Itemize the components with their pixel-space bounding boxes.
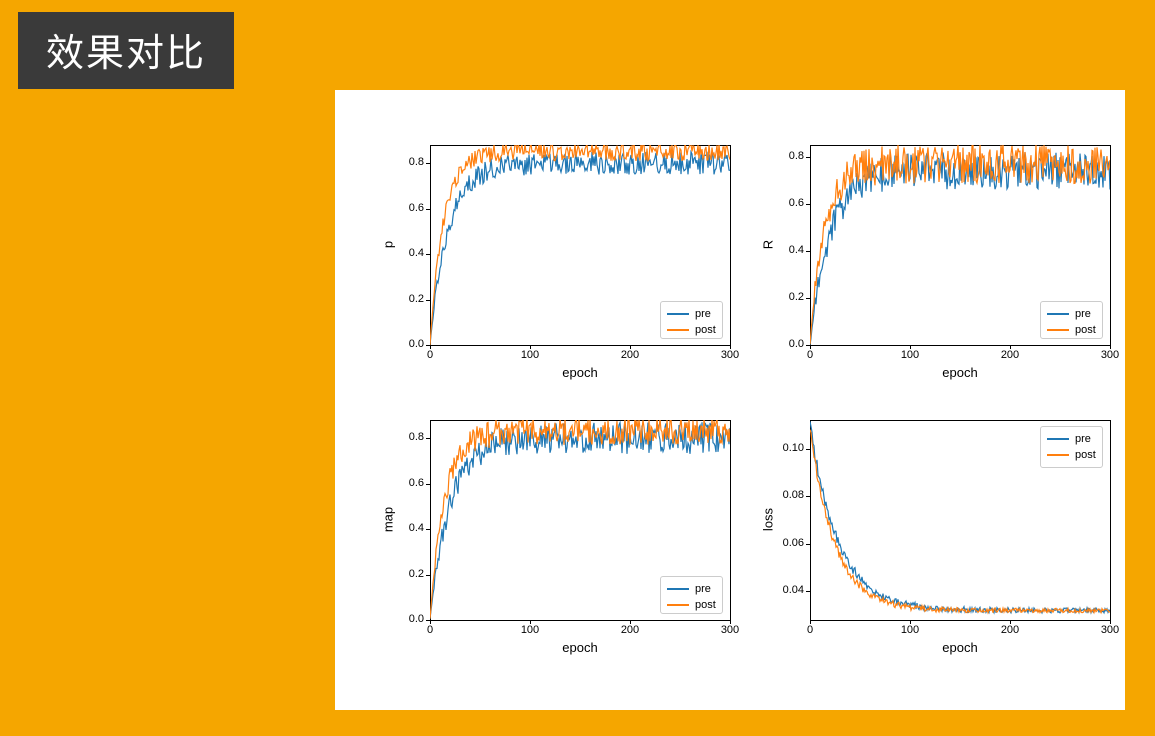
legend-row-post: post [1047, 447, 1096, 463]
legend-swatch-pre [1047, 313, 1069, 315]
xtick-mark [910, 620, 911, 624]
chart-panel: 0.00.20.40.60.80100200300pepochprepost 0.… [335, 90, 1125, 710]
legend-label-pre: pre [695, 581, 711, 597]
xtick-mark [810, 620, 811, 624]
legend-label-post: post [1075, 322, 1096, 338]
legend: prepost [660, 301, 723, 339]
subplot-map: 0.00.20.40.60.80100200300mapepochprepost [430, 420, 730, 620]
xtick-label: 100 [510, 349, 550, 361]
xtick-label: 100 [890, 624, 930, 636]
legend-label-pre: pre [695, 306, 711, 322]
legend-row-pre: pre [667, 306, 716, 322]
xtick-label: 200 [990, 349, 1030, 361]
ytick-label: 0.2 [384, 568, 424, 580]
xtick-label: 100 [510, 624, 550, 636]
xlabel: epoch [550, 640, 610, 655]
ytick-label: 0.8 [764, 150, 804, 162]
legend-row-post: post [667, 322, 716, 338]
legend-swatch-pre [667, 313, 689, 315]
legend: prepost [1040, 426, 1103, 468]
xlabel: epoch [550, 365, 610, 380]
title-box: 效果对比 [18, 12, 234, 89]
xtick-mark [810, 345, 811, 349]
ytick-label: 0.8 [384, 431, 424, 443]
xlabel: epoch [930, 365, 990, 380]
subplot-R: 0.00.20.40.60.80100200300Repochprepost [810, 145, 1110, 345]
xtick-mark [530, 620, 531, 624]
legend: prepost [660, 576, 723, 614]
xtick-mark [730, 620, 731, 624]
xtick-mark [430, 620, 431, 624]
legend-label-pre: pre [1075, 431, 1091, 447]
xtick-mark [1110, 345, 1111, 349]
legend-row-pre: pre [1047, 306, 1096, 322]
legend-row-pre: pre [667, 581, 716, 597]
xtick-label: 0 [790, 624, 830, 636]
legend-row-post: post [1047, 322, 1096, 338]
ytick-label: 0.2 [384, 293, 424, 305]
xtick-label: 200 [610, 349, 650, 361]
legend-label-post: post [695, 597, 716, 613]
ylabel: map [381, 500, 396, 540]
legend-swatch-post [1047, 329, 1069, 331]
ytick-label: 0.04 [764, 584, 804, 596]
xtick-mark [1110, 620, 1111, 624]
legend-label-pre: pre [1075, 306, 1091, 322]
xtick-mark [1010, 345, 1011, 349]
xtick-label: 0 [410, 624, 450, 636]
subplot-p: 0.00.20.40.60.80100200300pepochprepost [430, 145, 730, 345]
ytick-label: 0.8 [384, 156, 424, 168]
ytick-label: 0.10 [764, 442, 804, 454]
legend-label-post: post [695, 322, 716, 338]
xtick-label: 200 [990, 624, 1030, 636]
xtick-mark [630, 345, 631, 349]
legend-label-post: post [1075, 447, 1096, 463]
legend-swatch-post [667, 604, 689, 606]
slide-page: 效果对比 0.00.20.40.60.80100200300pepochprep… [0, 0, 1155, 736]
xtick-mark [730, 345, 731, 349]
legend-row-post: post [667, 597, 716, 613]
xtick-mark [530, 345, 531, 349]
subplot-loss: 0.040.060.080.100100200300lossepochprepo… [810, 420, 1110, 620]
ylabel: p [381, 225, 396, 265]
legend-swatch-pre [1047, 438, 1069, 440]
xtick-mark [910, 345, 911, 349]
xtick-mark [630, 620, 631, 624]
xtick-label: 300 [710, 624, 750, 636]
xtick-mark [430, 345, 431, 349]
title-text: 效果对比 [46, 33, 206, 75]
legend-row-pre: pre [1047, 431, 1096, 447]
xtick-label: 300 [1090, 349, 1130, 361]
xtick-label: 200 [610, 624, 650, 636]
xtick-label: 100 [890, 349, 930, 361]
legend-swatch-post [667, 329, 689, 331]
xtick-label: 0 [790, 349, 830, 361]
ytick-label: 0.6 [384, 202, 424, 214]
legend-swatch-pre [667, 588, 689, 590]
xtick-label: 300 [1090, 624, 1130, 636]
legend: prepost [1040, 301, 1103, 339]
ytick-label: 0.2 [764, 291, 804, 303]
xtick-label: 300 [710, 349, 750, 361]
legend-swatch-post [1047, 454, 1069, 456]
xlabel: epoch [930, 640, 990, 655]
xtick-label: 0 [410, 349, 450, 361]
ytick-label: 0.6 [384, 477, 424, 489]
ylabel: loss [761, 500, 776, 540]
xtick-mark [1010, 620, 1011, 624]
ytick-label: 0.6 [764, 197, 804, 209]
ylabel: R [761, 225, 776, 265]
